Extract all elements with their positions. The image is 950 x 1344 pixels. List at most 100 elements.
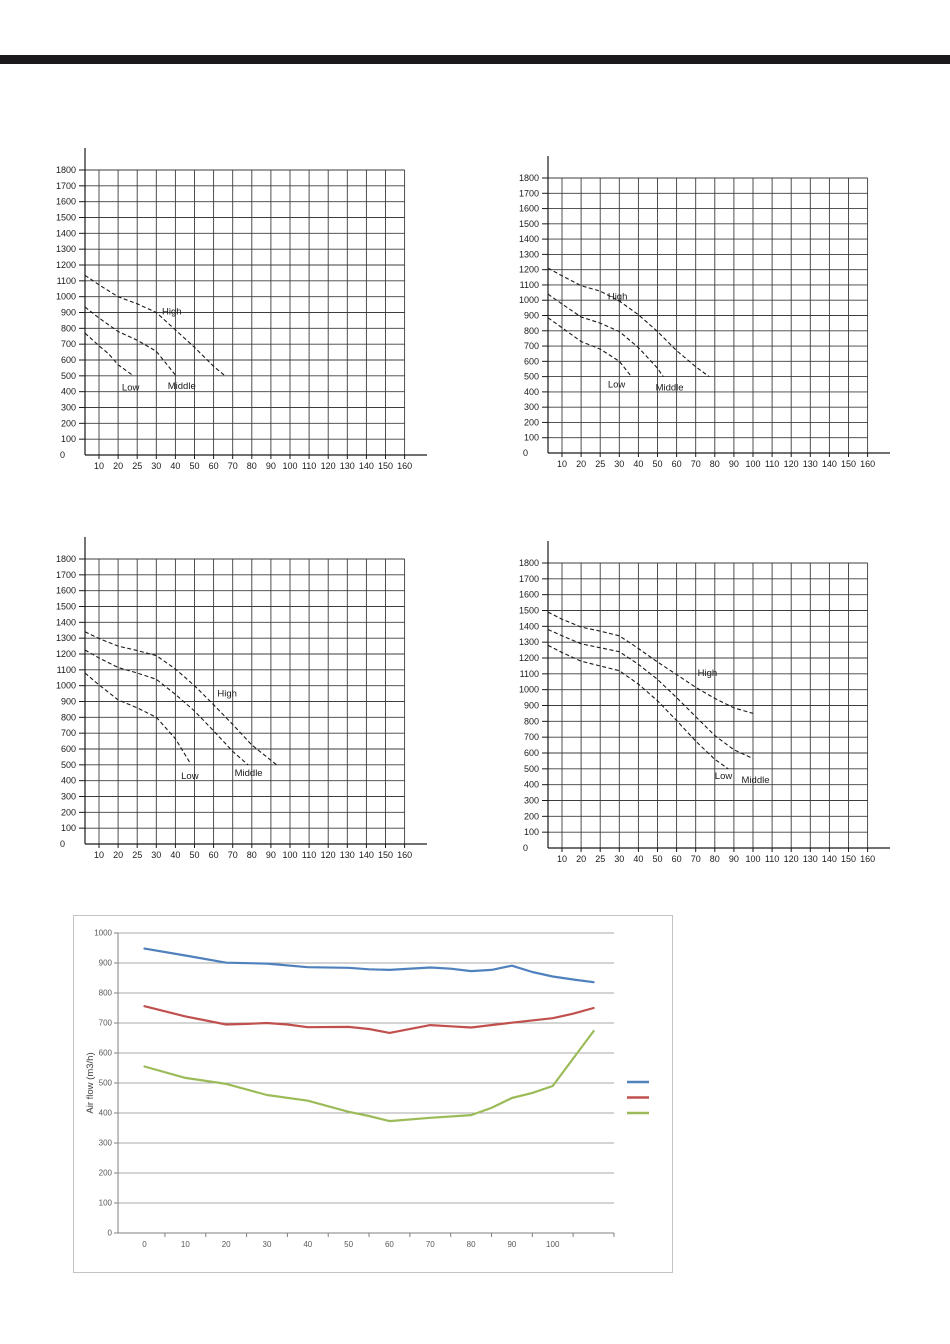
svg-text:150: 150 [378,850,393,860]
svg-text:1000: 1000 [519,685,539,695]
svg-text:0: 0 [60,450,65,460]
curve-label-low: Low [715,771,733,782]
curve-label-high: High [698,668,718,679]
svg-text:40: 40 [633,459,643,469]
axes [547,541,890,849]
svg-text:800: 800 [524,716,539,726]
svg-text:70: 70 [691,854,701,864]
svg-text:700: 700 [61,339,76,349]
curve-middle [547,293,664,377]
svg-text:1100: 1100 [57,276,76,286]
svg-text:400: 400 [61,776,76,786]
svg-text:100: 100 [745,459,760,469]
svg-text:130: 130 [340,461,355,471]
tick-marks [542,177,869,457]
svg-text:600: 600 [61,355,76,365]
svg-text:140: 140 [359,850,374,860]
svg-text:25: 25 [132,850,142,860]
svg-text:200: 200 [524,417,539,427]
svg-text:1600: 1600 [519,204,539,214]
x-axis-labels: 10 20 25 30 40 50 60 70 80 90 100 110 120 130 140 150 16… [94,850,412,860]
svg-text:1500: 1500 [56,602,76,612]
line-series-green [143,1029,595,1123]
svg-text:50: 50 [189,461,199,471]
y-axis-labels: 0 100 200 300 400 500 600 700 800 900 1000 1100 1200… [56,554,76,849]
svg-text:1400: 1400 [519,621,539,631]
svg-text:70: 70 [228,461,238,471]
svg-text:100: 100 [61,434,76,444]
svg-text:900: 900 [524,311,539,321]
svg-text:50: 50 [344,1240,353,1249]
y-axis-title: Air flow (m3/h) [85,1052,96,1113]
legend [627,1080,649,1115]
svg-text:140: 140 [822,854,837,864]
svg-text:0: 0 [60,839,65,849]
svg-text:900: 900 [99,959,113,968]
svg-text:40: 40 [303,1240,312,1249]
svg-text:400: 400 [524,780,539,790]
svg-text:30: 30 [151,461,161,471]
svg-text:1000: 1000 [94,929,112,938]
svg-text:70: 70 [691,459,701,469]
svg-text:1800: 1800 [56,165,76,175]
tick-marks [114,932,615,1237]
svg-text:50: 50 [189,850,199,860]
svg-text:50: 50 [652,854,662,864]
svg-text:120: 120 [784,459,799,469]
svg-text:1200: 1200 [56,260,76,270]
svg-text:1200: 1200 [519,265,539,275]
fan-curve-chart-top-right: 0 100 200 300 400 500 600 700 800 900 1000 1100 1200… [519,156,890,469]
svg-text:80: 80 [247,850,257,860]
svg-text:200: 200 [61,807,76,817]
svg-text:600: 600 [524,356,539,366]
curve-low [84,332,134,377]
y-axis-labels: 0 100 200 300 400 500 600 700 800 900 1000 1100 1200… [56,165,76,460]
svg-text:70: 70 [426,1240,435,1249]
svg-text:800: 800 [99,989,113,998]
svg-text:50: 50 [652,459,662,469]
svg-text:1200: 1200 [519,653,539,663]
svg-text:20: 20 [222,1240,231,1249]
svg-text:30: 30 [263,1240,272,1249]
top-divider-bar [0,55,950,64]
svg-text:1000: 1000 [56,292,76,302]
svg-text:1700: 1700 [56,181,76,191]
svg-text:90: 90 [266,850,276,860]
svg-text:20: 20 [113,850,123,860]
svg-text:1400: 1400 [56,228,76,238]
svg-text:1200: 1200 [56,649,76,659]
curve-middle [84,306,176,376]
svg-text:1600: 1600 [519,590,539,600]
curve-low [84,672,192,765]
grid-lines [85,558,406,844]
svg-text:500: 500 [61,760,76,770]
svg-text:700: 700 [524,732,539,742]
grid-lines [548,562,869,848]
svg-text:25: 25 [595,854,605,864]
svg-text:1000: 1000 [519,295,539,305]
svg-text:500: 500 [99,1079,113,1088]
svg-text:120: 120 [321,850,336,860]
svg-text:400: 400 [524,387,539,397]
svg-text:100: 100 [61,823,76,833]
svg-text:110: 110 [765,854,779,864]
svg-text:500: 500 [61,371,76,381]
svg-text:700: 700 [61,728,76,738]
svg-text:1500: 1500 [519,219,539,229]
curve-label-low: Low [122,383,140,394]
svg-text:1500: 1500 [56,213,76,223]
svg-text:600: 600 [524,748,539,758]
curve-label-high: High [217,689,237,700]
svg-text:1400: 1400 [519,234,539,244]
svg-text:160: 160 [860,459,875,469]
curve-middle [547,628,754,760]
curve-label-middle: Middle [656,382,684,393]
svg-text:40: 40 [633,854,643,864]
svg-text:160: 160 [860,854,875,864]
svg-text:110: 110 [302,461,316,471]
svg-text:60: 60 [209,850,219,860]
svg-text:200: 200 [61,418,76,428]
svg-text:0: 0 [523,843,528,853]
fan-curve-chart-mid-left: 0 100 200 300 400 500 600 700 800 900 1000 1100 1200… [56,537,427,860]
